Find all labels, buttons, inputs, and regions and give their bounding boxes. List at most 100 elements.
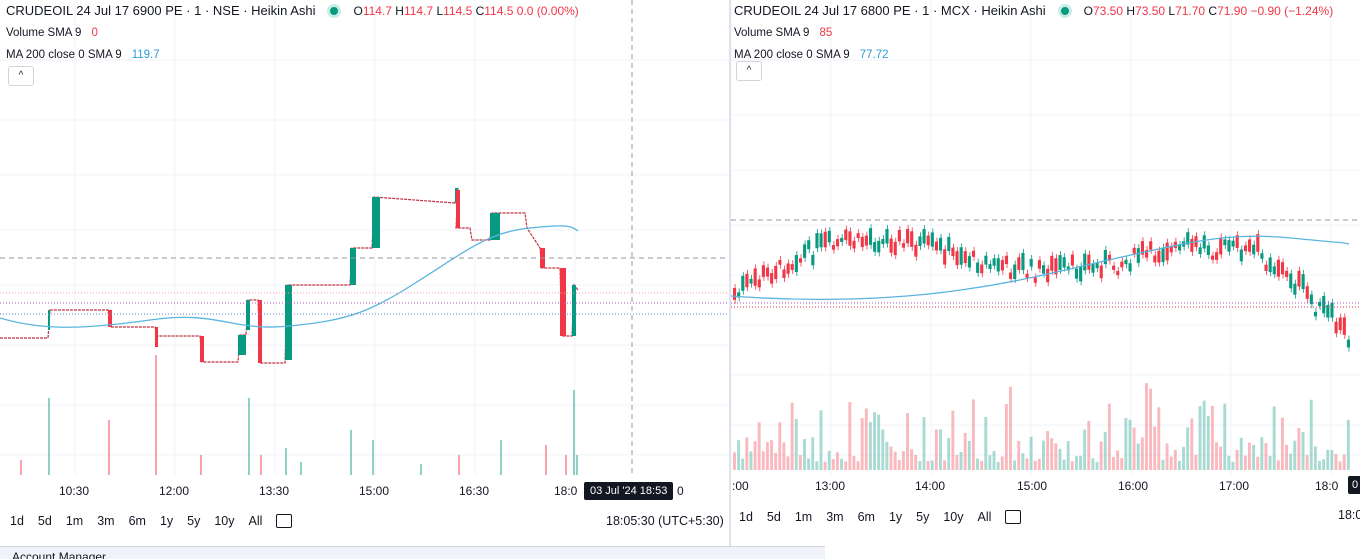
candle-body [1033,277,1037,283]
volume-bar [1153,426,1157,470]
left-legend: CRUDEOIL 24 Jul 17 6900 PE · 1 · NSE · H… [6,0,579,66]
right-collapse-legend-button[interactable]: ^ [736,61,762,81]
candle-body [1186,232,1190,245]
right-chart-pane[interactable]: CRUDEOIL 24 Jul 17 6800 PE · 1 · MCX · H… [731,0,1360,559]
volume-bar [576,455,578,475]
left-time-axis-tail: 0 [677,484,684,498]
range-all[interactable]: All [248,514,263,528]
range-5y[interactable]: 5y [916,510,930,524]
volume-bar [910,449,914,470]
right-volume-indicator[interactable]: Volume SMA 9 85 [734,22,1333,44]
left-collapse-legend-button[interactable]: ^ [8,66,34,86]
range-1y[interactable]: 1y [888,510,903,524]
time-tick: 10:30 [59,484,90,498]
volume-bar [420,464,422,475]
volume-bar [803,439,806,470]
candle-body [1177,244,1182,251]
volume-bar [996,461,1000,470]
range-6m[interactable]: 6m [857,510,875,524]
candle-body [1136,248,1140,263]
volume-bar [1136,443,1140,470]
left-open-value: 114.7 [362,4,392,18]
volume-bar [778,422,782,470]
range-1m[interactable]: 1m [65,514,84,528]
right-ma-indicator[interactable]: MA 200 close 0 SMA 9 77.72 [734,44,1333,66]
volume-bar [906,413,909,470]
candle-body [860,236,864,248]
volume-bar [350,430,352,475]
range-3m[interactable]: 3m [97,514,115,528]
candle-body [1280,262,1285,275]
volume-bar [761,451,765,470]
range-all[interactable]: All [977,510,992,524]
volume-bar [889,446,893,470]
volume-bar [971,399,975,470]
candle-body [753,268,757,286]
volume-bar [856,461,860,470]
volume-bar [807,458,811,470]
left-chart-canvas[interactable] [0,0,730,500]
candle-body [798,258,803,263]
up-candle [285,285,292,360]
range-10y[interactable]: 10y [214,514,235,528]
volume-bar [1313,446,1317,470]
right-chart-canvas[interactable] [731,0,1360,500]
range-5d[interactable]: 5d [37,514,52,528]
candle-body [1149,241,1153,250]
candle-body [910,231,914,247]
right-symbol-title[interactable]: CRUDEOIL 24 Jul 17 6800 PE · 1 · MCX · H… [734,3,1046,18]
account-manager-panel[interactable]: Account Manager [0,546,825,559]
volume-bar [372,440,374,475]
volume-bar [1272,406,1276,470]
volume-bar [1054,443,1058,470]
volume-bar [1066,441,1070,470]
candle-body [1326,304,1330,318]
candle-body [782,269,786,279]
volume-bar [992,450,996,470]
volume-bar [852,455,856,470]
left-clock[interactable]: 18:05:30 (UTC+5:30) [606,514,724,528]
right-clock[interactable]: 18:05 [1338,508,1360,522]
candle-body [1190,238,1194,252]
candle-body [955,251,959,266]
left-symbol-title[interactable]: CRUDEOIL 24 Jul 17 6900 PE · 1 · NSE · H… [6,3,316,18]
candle-body [1289,273,1293,289]
candle-body [1346,339,1350,348]
calendar-icon[interactable] [1005,510,1022,524]
volume-bar [1297,428,1301,470]
range-1y[interactable]: 1y [159,514,174,528]
left-chart-pane[interactable]: CRUDEOIL 24 Jul 17 6900 PE · 1 · NSE · H… [0,0,730,559]
left-ma-indicator[interactable]: MA 200 close 0 SMA 9 119.7 [6,44,579,66]
volume-bar [873,412,876,470]
grid-lines [731,0,1360,475]
candle-body [984,255,988,265]
time-tick: 16:00 [1118,479,1149,493]
right-open-value: 73.50 [1092,4,1124,18]
volume-bar [980,460,984,470]
volume-bar [811,437,815,470]
range-10y[interactable]: 10y [943,510,964,524]
candle-body [1268,257,1272,273]
candle-body [1128,263,1132,272]
candle-body [749,278,753,284]
ma-indicator-label: MA 200 close 0 SMA 9 [6,49,122,61]
calendar-icon[interactable] [276,514,293,528]
range-1d[interactable]: 1d [739,510,753,524]
volume-bar [1289,453,1293,470]
range-6m[interactable]: 6m [128,514,146,528]
range-3m[interactable]: 3m [826,510,844,524]
left-range-bar: 1d 5d 1m 3m 6m 1y 5y 10y All [10,508,306,534]
range-1m[interactable]: 1m [794,510,813,524]
candle-body [864,235,868,246]
range-1d[interactable]: 1d [10,514,24,528]
volume-bar [48,398,50,475]
volume-bar [1091,458,1095,470]
candle-body [1066,266,1070,271]
volume-bar [1346,419,1350,470]
volume-bar [1280,417,1284,470]
left-volume-indicator[interactable]: Volume SMA 9 0 [6,22,579,44]
candle-body [922,229,926,244]
range-5d[interactable]: 5d [766,510,781,524]
up-candle [246,300,250,330]
range-5y[interactable]: 5y [187,514,201,528]
